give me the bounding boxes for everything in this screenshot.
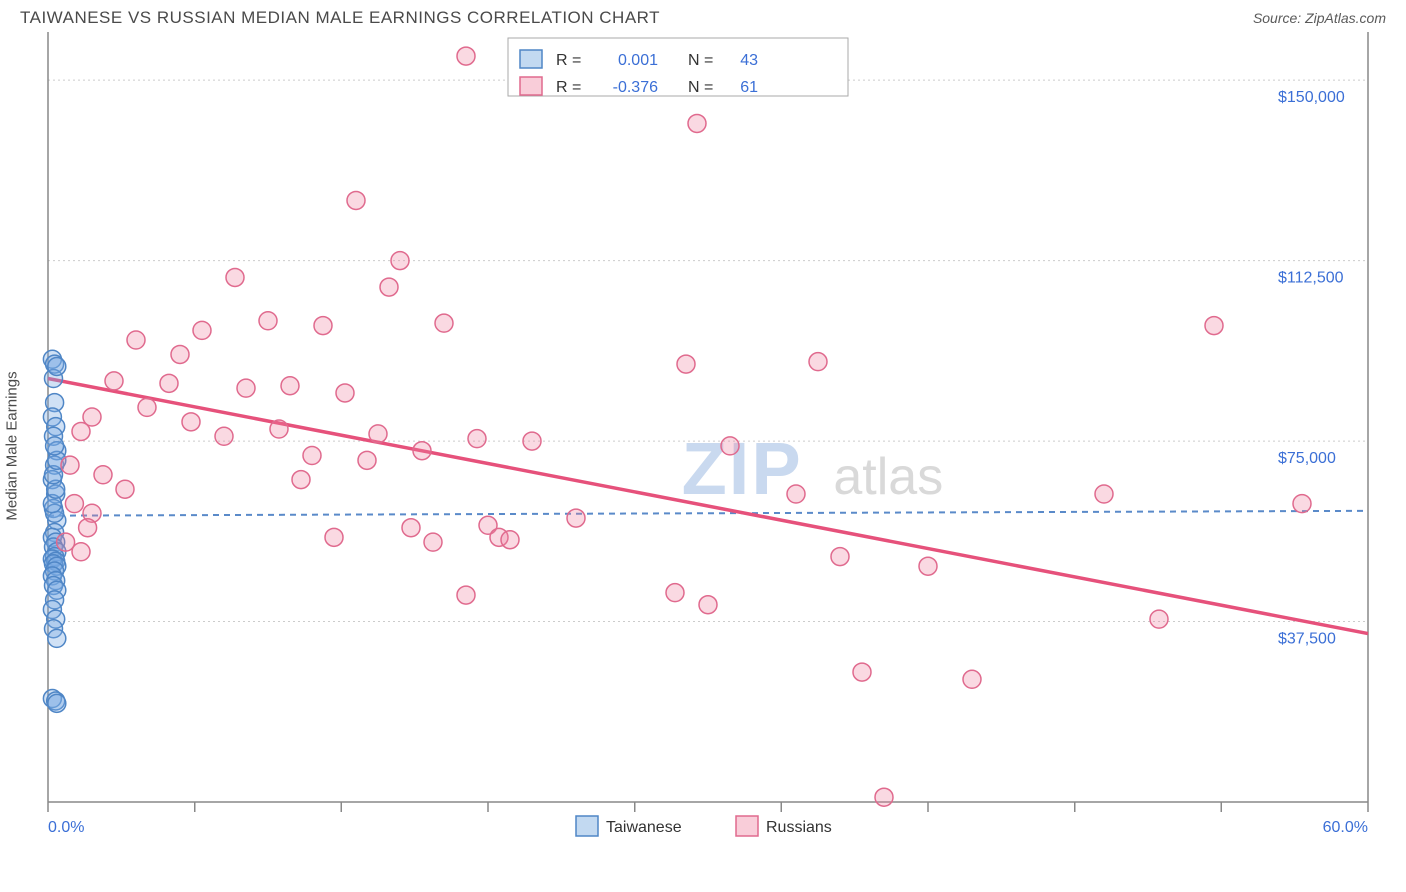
data-point: [721, 437, 739, 455]
data-point: [468, 430, 486, 448]
data-point: [853, 663, 871, 681]
data-point: [666, 584, 684, 602]
legend-r-value: -0.376: [613, 79, 658, 96]
watermark-text: ZIP: [682, 427, 803, 510]
chart-source: Source: ZipAtlas.com: [1253, 10, 1386, 26]
trend-line: [48, 511, 1368, 516]
data-point: [105, 372, 123, 390]
y-tick-label: $37,500: [1278, 631, 1336, 648]
legend-swatch: [520, 77, 542, 95]
data-point: [424, 533, 442, 551]
data-point: [292, 471, 310, 489]
data-point: [46, 437, 64, 455]
data-point: [358, 451, 376, 469]
data-point: [1205, 317, 1223, 335]
data-point: [72, 422, 90, 440]
data-point: [402, 519, 420, 537]
data-point: [336, 384, 354, 402]
data-point: [160, 374, 178, 392]
data-point: [413, 442, 431, 460]
data-point: [325, 528, 343, 546]
data-point: [963, 670, 981, 688]
scatter-chart: ZIP atlas $37,500 $75,000 $112,500 $150,000 0.…: [20, 32, 1386, 860]
data-point: [457, 586, 475, 604]
legend-swatch: [736, 816, 758, 836]
data-point: [831, 548, 849, 566]
data-point: [237, 379, 255, 397]
data-point: [61, 456, 79, 474]
data-point: [226, 268, 244, 286]
data-point: [567, 509, 585, 527]
data-point: [501, 531, 519, 549]
data-point: [1095, 485, 1113, 503]
data-point: [787, 485, 805, 503]
legend-label: Taiwanese: [606, 819, 682, 836]
watermark-text: atlas: [833, 448, 943, 506]
data-point: [94, 466, 112, 484]
data-point: [65, 495, 83, 513]
y-tick-label: $112,500: [1278, 270, 1344, 287]
data-point: [303, 447, 321, 465]
data-point: [270, 420, 288, 438]
data-point: [48, 357, 66, 375]
legend-swatch: [576, 816, 598, 836]
chart-area: Median Male Earnings ZIPatlas$37,500$75,…: [20, 32, 1386, 860]
data-point: [48, 629, 66, 647]
data-point: [193, 321, 211, 339]
data-point: [182, 413, 200, 431]
data-point: [699, 596, 717, 614]
chart-header: TAIWANESE VS RUSSIAN MEDIAN MALE EARNING…: [0, 0, 1406, 32]
y-tick-label: $75,000: [1278, 450, 1336, 467]
data-point: [48, 694, 66, 712]
legend-r-label: R =: [556, 79, 581, 96]
data-point: [72, 543, 90, 561]
data-point: [875, 788, 893, 806]
y-tick-label: $150,000: [1278, 89, 1345, 106]
data-point: [369, 425, 387, 443]
x-tick-label: 0.0%: [48, 819, 84, 836]
data-point: [127, 331, 145, 349]
data-point: [380, 278, 398, 296]
legend-label: Russians: [766, 819, 832, 836]
data-point: [138, 398, 156, 416]
y-axis-label: Median Male Earnings: [4, 371, 21, 520]
data-point: [391, 252, 409, 270]
data-point: [457, 47, 475, 65]
legend-n-label: N =: [688, 79, 713, 96]
data-point: [171, 345, 189, 363]
data-point: [688, 114, 706, 132]
data-point: [79, 519, 97, 537]
data-point: [347, 191, 365, 209]
data-point: [281, 377, 299, 395]
data-point: [259, 312, 277, 330]
legend-n-label: N =: [688, 52, 713, 69]
data-point: [215, 427, 233, 445]
data-point: [523, 432, 541, 450]
legend-r-label: R =: [556, 52, 581, 69]
legend-n-value: 61: [740, 79, 758, 96]
data-point: [1150, 610, 1168, 628]
data-point: [1293, 495, 1311, 513]
legend-r-value: 0.001: [618, 52, 658, 69]
x-tick-label: 60.0%: [1323, 819, 1368, 836]
data-point: [919, 557, 937, 575]
data-point: [314, 317, 332, 335]
data-point: [435, 314, 453, 332]
data-point: [809, 353, 827, 371]
legend-swatch: [520, 50, 542, 68]
chart-title: TAIWANESE VS RUSSIAN MEDIAN MALE EARNING…: [20, 8, 660, 28]
legend-n-value: 43: [740, 52, 758, 69]
data-point: [677, 355, 695, 373]
data-point: [116, 480, 134, 498]
